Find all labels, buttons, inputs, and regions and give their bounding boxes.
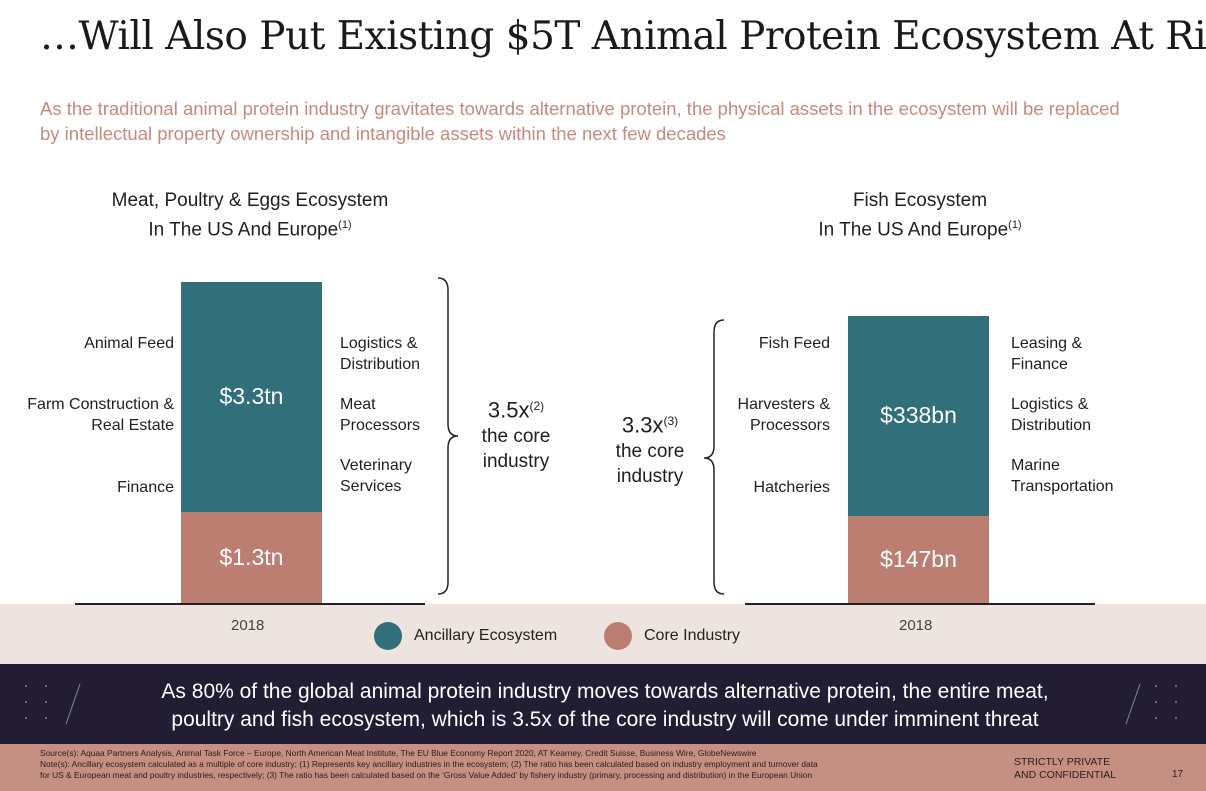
legend-dot-ancillary [374,622,402,650]
decor-dots-left [25,683,81,725]
bar-label-core-meat: $1.3tn [219,543,284,570]
multiplier-value-fish: 3.3x [621,412,664,438]
footer-confidential: STRICTLY PRIVATE AND CONFIDENTIAL [1014,756,1116,782]
banner-line2: poultry and fish ecosystem, which is 3.5… [171,708,1039,731]
banner-text: As 80% of the global animal protein indu… [90,678,1120,734]
left-label-animal-feed: Animal Feed [84,335,174,352]
decor-dots-right [1125,683,1177,725]
x-axis-meat [75,603,425,605]
chart-2-title: Fish Ecosystem In The US And Europe(1) [730,188,1110,242]
multiplier-meat: 3.5x(2) the core industry [462,394,570,474]
bar-ancillary-meat [181,282,322,513]
multiplier-note-meat: (2) [529,399,545,413]
multiplier-fish: 3.3x(3) the core industry [596,409,704,489]
right-label-meat-processors: Meat Processors [340,396,421,434]
footer-notes-line1: Note(s): Ancillary ecosystem calculated … [40,759,818,769]
left-label-harvesters: Harvesters & Processors [737,396,830,434]
legend-dot-core [604,622,632,650]
footer-confidential-line1: STRICTLY PRIVATE [1014,756,1111,768]
chart-2-title-note: (1) [1008,219,1022,231]
bar-ancillary-fish [848,316,989,517]
chart-1-title: Meat, Poultry & Eggs Ecosystem In The US… [60,188,440,242]
chart-1-title-note: (1) [338,219,352,231]
legend-band [0,604,1206,664]
bar-label-ancillary-meat: $3.3tn [219,383,284,410]
multiplier-text2-fish: industry [616,466,684,488]
chart-1-title-line2: In The US And Europe [148,219,339,241]
legend-label-core: Core Industry [644,627,741,644]
bracket-fish [703,319,725,595]
chart-1-title-line1: Meat, Poultry & Eggs Ecosystem [111,190,389,211]
right-label-leasing: Leasing & Finance [1011,335,1083,373]
footer-sources: Source(s): Aquaa Partners Analysis, Anim… [40,748,757,758]
legend-core: Core Industry [604,622,740,650]
chart-2-title-line2: In The US And Europe [818,219,1009,241]
bar-core-meat [181,512,322,603]
left-label-hatcheries: Hatcheries [753,479,830,496]
multiplier-value-meat: 3.5x [487,397,530,423]
footer-notes-line2: for US & European meat and poultry indus… [40,770,812,780]
footer-notes: Source(s): Aquaa Partners Analysis, Anim… [40,748,1010,781]
right-label-logistics-meat: Logistics & Distribution [340,335,421,373]
footer-confidential-line2: AND CONFIDENTIAL [1014,769,1117,781]
bar-label-core-fish: $147bn [880,545,957,572]
right-label-logistics-fish: Logistics & Distribution [1011,396,1092,434]
left-label-finance: Finance [117,479,174,496]
legend-label-ancillary: Ancillary Ecosystem [414,627,558,644]
right-label-veterinary: Veterinary Services [340,457,413,495]
multiplier-note-fish: (3) [663,414,679,428]
footer [0,744,1206,791]
left-label-farm-construction: Farm Construction & Real Estate [27,396,174,434]
banner-line1: As 80% of the global animal protein indu… [161,680,1049,703]
x-tick-fish: 2018 [899,617,933,634]
legend-ancillary: Ancillary Ecosystem [374,622,557,650]
multiplier-text1-fish: the core [615,441,685,463]
bracket-meat [437,277,459,595]
right-label-marine: Marine Transportation [1011,457,1114,495]
x-tick-meat: 2018 [231,617,265,634]
x-axis-fish [745,603,1095,605]
page-title: …Will Also Put Existing $5T Animal Prote… [40,14,1206,59]
bottom-banner [0,664,1206,744]
multiplier-text1-meat: the core [481,426,551,448]
left-label-fish-feed: Fish Feed [758,335,830,352]
chart-2-title-line1: Fish Ecosystem [852,190,988,211]
bar-core-fish [848,516,989,603]
bar-label-ancillary-fish: $338bn [880,402,957,429]
multiplier-text2-meat: industry [482,451,550,473]
page-subtitle: As the traditional animal protein indust… [40,98,1120,144]
page-number: 17 [1172,769,1184,780]
